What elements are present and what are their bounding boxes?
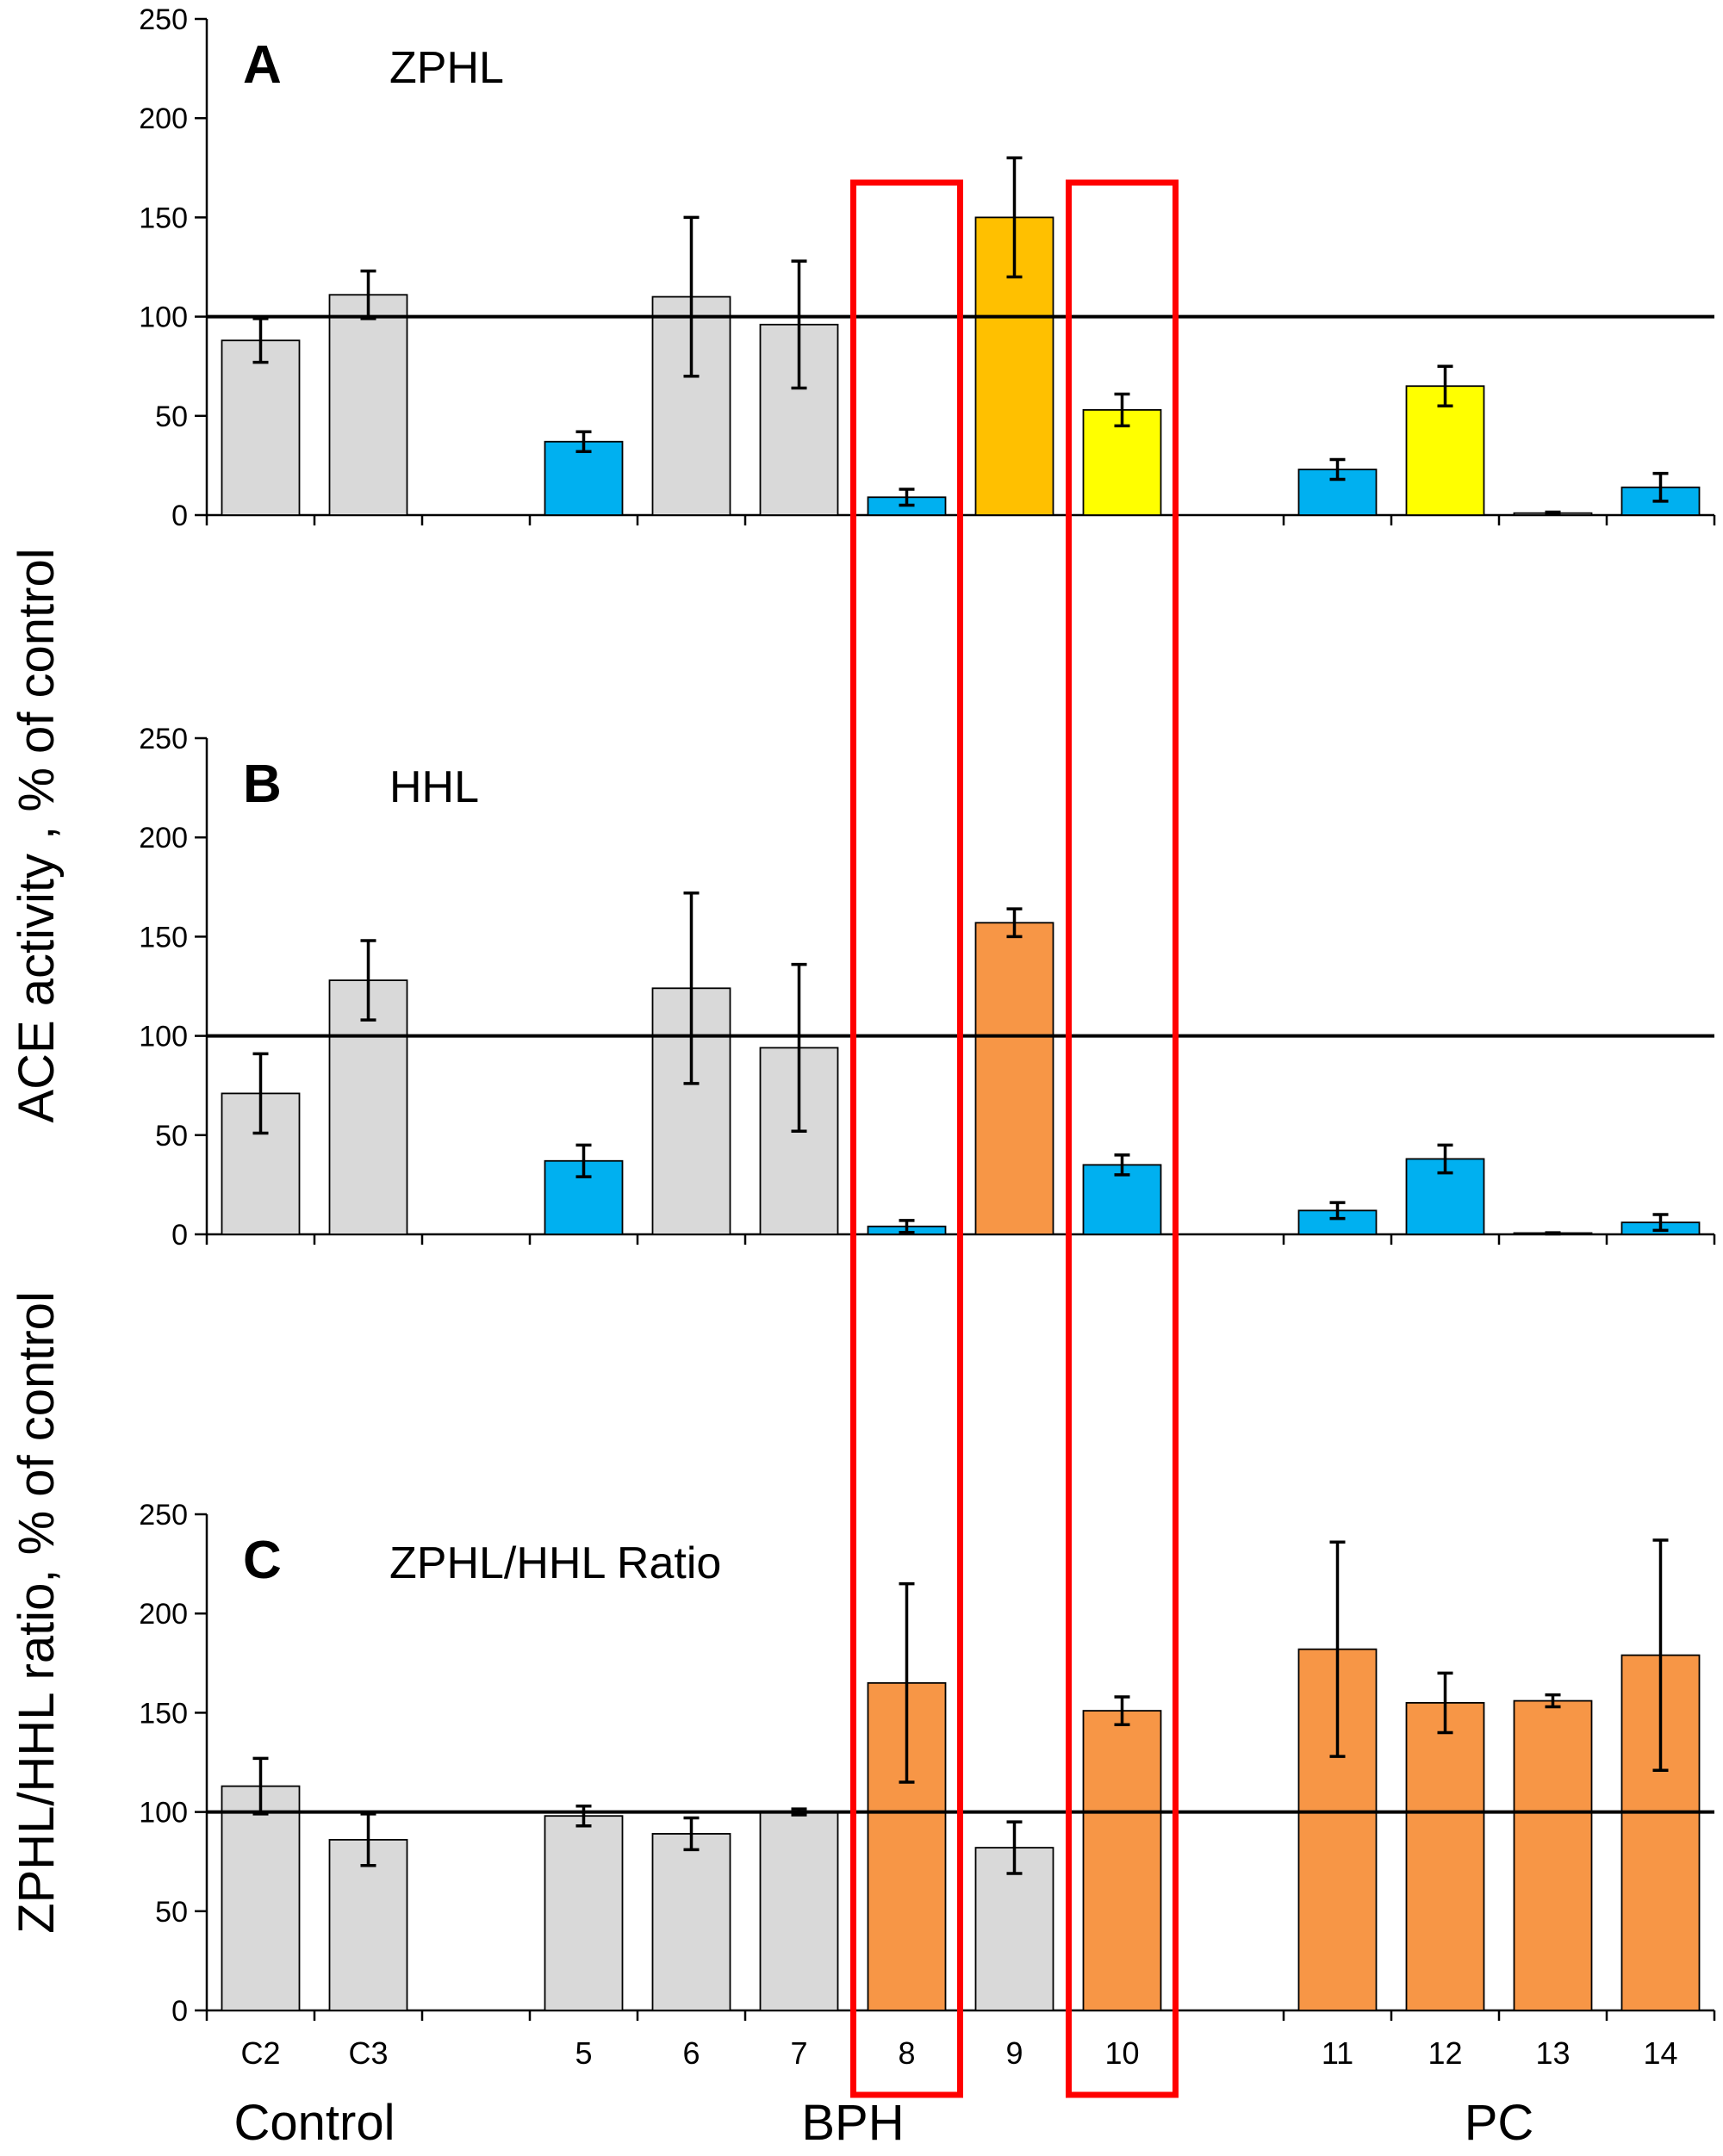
bar <box>1405 385 1485 516</box>
y-tick-label: 150 <box>139 1697 188 1730</box>
bar <box>1405 1701 1485 2011</box>
bar <box>651 987 731 1235</box>
panel-title: ZPHL/HHL Ratio <box>389 1538 721 1588</box>
y-tick-label: 50 <box>155 1896 188 1929</box>
y-tick-label: 100 <box>139 301 188 334</box>
panel-title: ZPHL <box>389 43 504 93</box>
x-tick-label: 7 <box>790 2035 807 2071</box>
bar <box>221 339 301 516</box>
x-tick-label: C3 <box>348 2035 388 2071</box>
bar <box>544 440 624 516</box>
x-tick-label: 5 <box>575 2035 592 2071</box>
x-tick-label: 10 <box>1104 2035 1139 2071</box>
y-tick-label: 200 <box>139 1598 188 1631</box>
y-tick-label: 50 <box>155 1120 188 1153</box>
bar <box>221 1785 301 2011</box>
x-tick-label: 12 <box>1428 2035 1462 2071</box>
y-tick-label: 0 <box>171 1995 188 2028</box>
category-labels: C2 C3 5 6 7 8 9 10 11 12 13 14 <box>240 2035 1677 2071</box>
highlight-boxes <box>850 179 1179 2098</box>
y-tick-label: 50 <box>155 401 188 433</box>
bar <box>544 1815 624 2011</box>
bar <box>1082 1710 1162 2011</box>
y-axis-label-top: ACE activity , % of control <box>9 548 65 1122</box>
x-tick-label: 13 <box>1535 2035 1570 2071</box>
y-tick-label: 150 <box>139 921 188 954</box>
panel-letter: C <box>243 1531 282 1590</box>
bar <box>328 294 408 516</box>
bar <box>1082 1164 1162 1235</box>
panel-letter: A <box>243 35 282 95</box>
y-tick-label: 0 <box>171 1219 188 1252</box>
bar <box>1513 1699 1593 2011</box>
panel-b: 0 50 100 150 200 250 B HHL <box>139 723 1716 1252</box>
highlight-box <box>850 179 963 2098</box>
y-axis-label-bottom: ZPHL/HHL ratio, % of control <box>9 1291 65 1934</box>
x-tick-label: 6 <box>682 2035 700 2071</box>
y-tick-label: 100 <box>139 1797 188 1830</box>
y-tick-label: 200 <box>139 822 188 854</box>
x-tick-label: 11 <box>1322 2035 1353 2071</box>
y-tick-label: 250 <box>139 3 188 36</box>
panel-title: HHL <box>389 762 479 812</box>
x-tick-label: 8 <box>898 2035 915 2071</box>
x-tick-label: 9 <box>1005 2035 1023 2071</box>
y-tick-label: 250 <box>139 1499 188 1532</box>
y-tick-label: 150 <box>139 202 188 234</box>
x-tick-label: C2 <box>240 2035 280 2071</box>
y-tick-label: 200 <box>139 103 188 135</box>
bar <box>328 1838 408 2011</box>
x-group-label: BPH <box>801 2095 904 2151</box>
x-group-label: Control <box>234 2095 395 2151</box>
y-tick-label: 0 <box>171 500 188 532</box>
group-labels: Control BPH PC <box>234 2095 1534 2151</box>
panel-a: 0 50 100 150 200 250 A ZPHL <box>139 3 1716 532</box>
panel-c: 0 50 100 150 200 250 C ZPHL/HHL Ratio <box>139 1499 1716 2028</box>
highlight-box <box>1066 179 1179 2098</box>
y-tick-label: 100 <box>139 1021 188 1053</box>
bar <box>651 1833 731 2011</box>
panel-letter: B <box>243 755 282 814</box>
y-tick-label: 250 <box>139 723 188 755</box>
bar <box>974 922 1054 1235</box>
bar <box>328 979 408 1235</box>
x-tick-label: 14 <box>1643 2035 1677 2071</box>
x-group-label: PC <box>1465 2095 1534 2151</box>
bar <box>759 1811 839 2011</box>
